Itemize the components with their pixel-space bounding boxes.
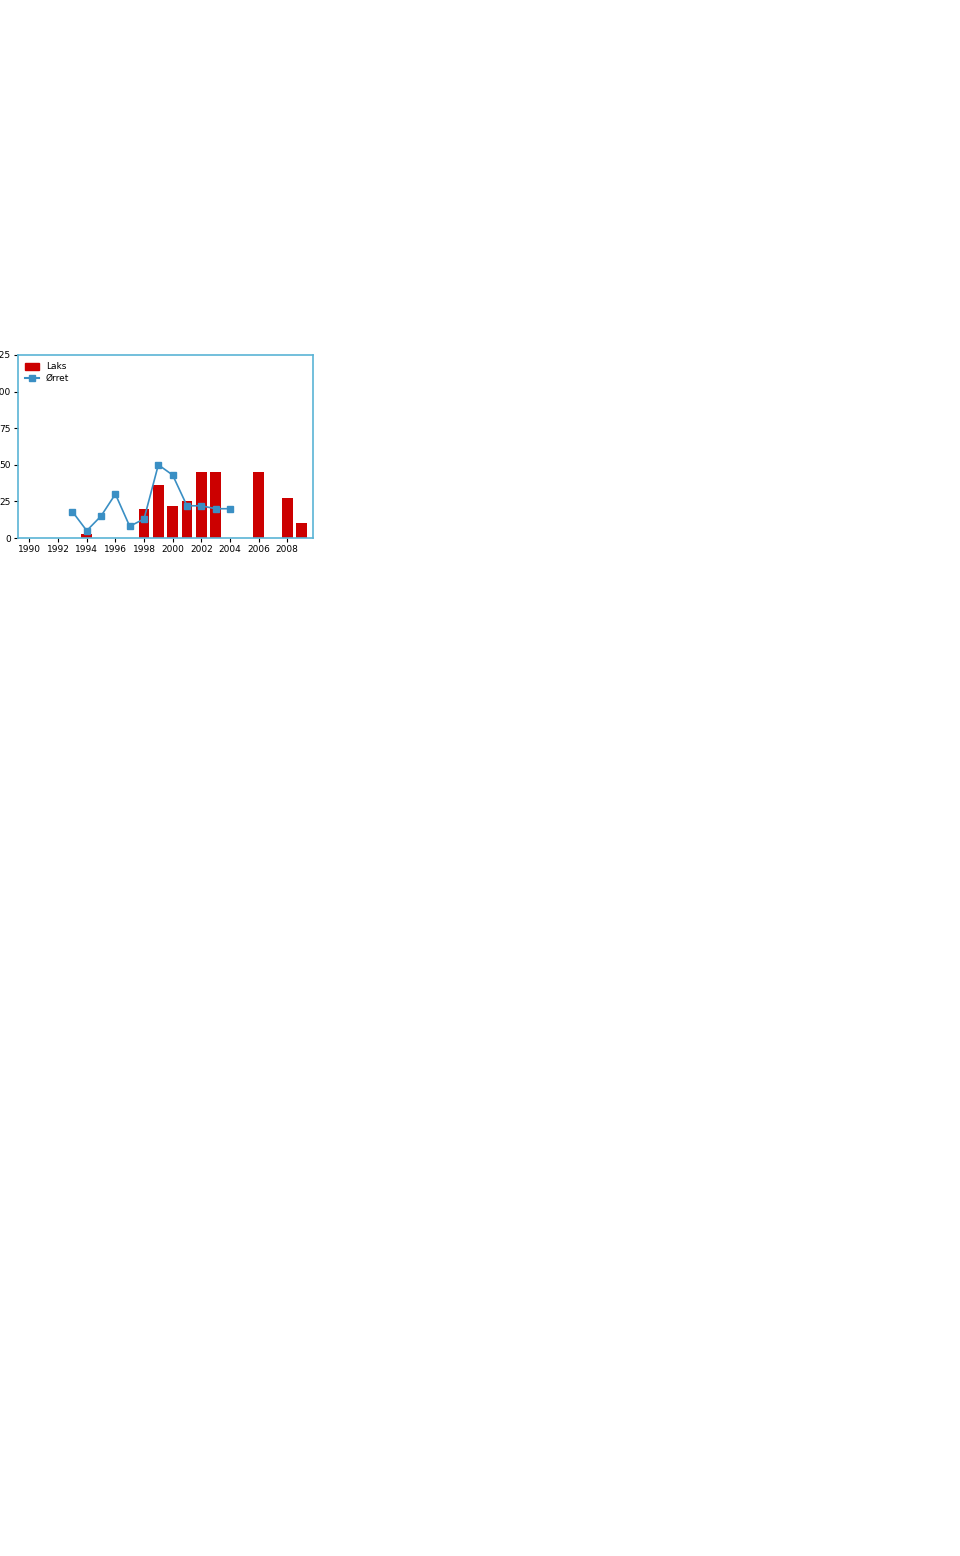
Bar <box>210 471 221 538</box>
Legend: Laks, Ørret: Laks, Ørret <box>22 359 72 386</box>
Bar <box>153 485 164 538</box>
Bar <box>138 509 150 538</box>
Bar <box>253 471 264 538</box>
Bar <box>282 498 293 538</box>
Bar <box>196 471 206 538</box>
Bar <box>181 501 192 538</box>
Bar <box>297 523 307 538</box>
Bar <box>82 534 92 538</box>
Bar <box>167 506 178 538</box>
